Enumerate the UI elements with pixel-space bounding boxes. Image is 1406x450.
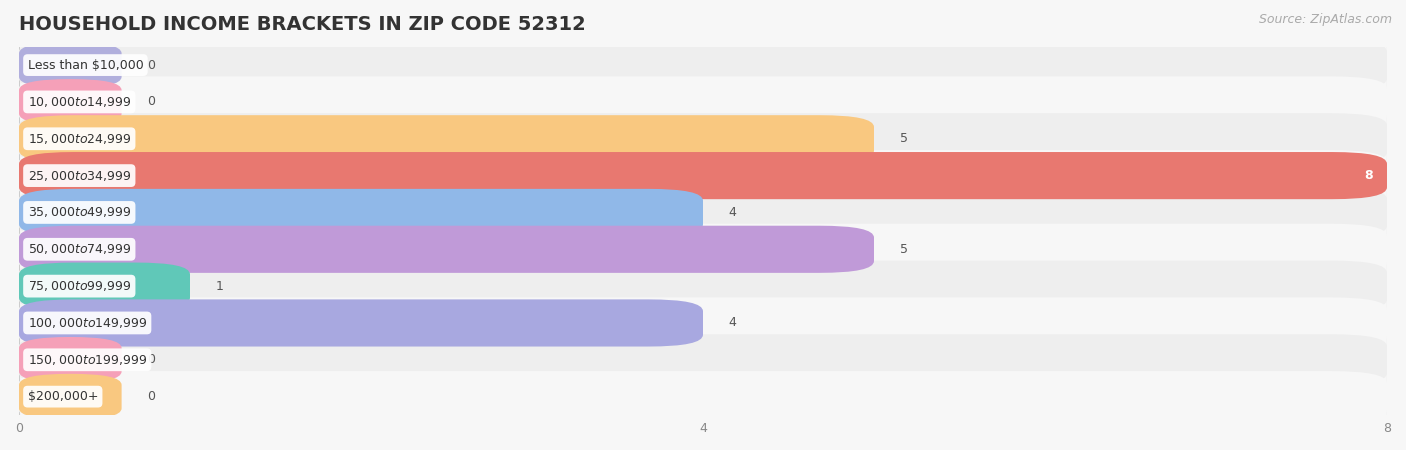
Text: 0: 0 [148,95,155,108]
FancyBboxPatch shape [20,187,1386,238]
Text: $75,000 to $99,999: $75,000 to $99,999 [28,279,131,293]
Text: $50,000 to $74,999: $50,000 to $74,999 [28,242,131,256]
FancyBboxPatch shape [20,150,1386,201]
FancyBboxPatch shape [20,226,875,273]
FancyBboxPatch shape [20,42,121,88]
Text: Source: ZipAtlas.com: Source: ZipAtlas.com [1258,14,1392,27]
FancyBboxPatch shape [20,113,1386,164]
Text: 4: 4 [728,206,737,219]
FancyBboxPatch shape [20,371,1386,422]
FancyBboxPatch shape [20,79,121,125]
Text: $35,000 to $49,999: $35,000 to $49,999 [28,206,131,220]
Text: $100,000 to $149,999: $100,000 to $149,999 [28,316,148,330]
Text: 8: 8 [1365,169,1374,182]
Text: $10,000 to $14,999: $10,000 to $14,999 [28,95,131,109]
Text: HOUSEHOLD INCOME BRACKETS IN ZIP CODE 52312: HOUSEHOLD INCOME BRACKETS IN ZIP CODE 52… [20,15,586,34]
Text: 0: 0 [148,353,155,366]
FancyBboxPatch shape [20,262,190,310]
FancyBboxPatch shape [20,76,1386,127]
FancyBboxPatch shape [20,115,875,162]
Text: 5: 5 [900,243,908,256]
FancyBboxPatch shape [20,374,121,419]
FancyBboxPatch shape [20,297,1386,348]
Text: 4: 4 [728,316,737,329]
Text: 0: 0 [148,58,155,72]
Text: $150,000 to $199,999: $150,000 to $199,999 [28,353,148,367]
FancyBboxPatch shape [20,152,1386,199]
FancyBboxPatch shape [20,334,1386,385]
FancyBboxPatch shape [20,261,1386,312]
Text: 0: 0 [148,390,155,403]
Text: Less than $10,000: Less than $10,000 [28,58,143,72]
FancyBboxPatch shape [20,189,703,236]
Text: 1: 1 [215,279,224,292]
Text: $15,000 to $24,999: $15,000 to $24,999 [28,132,131,146]
Text: $200,000+: $200,000+ [28,390,98,403]
Text: $25,000 to $34,999: $25,000 to $34,999 [28,169,131,183]
FancyBboxPatch shape [20,299,703,346]
FancyBboxPatch shape [20,224,1386,275]
FancyBboxPatch shape [20,337,121,382]
Text: 5: 5 [900,132,908,145]
FancyBboxPatch shape [20,40,1386,90]
